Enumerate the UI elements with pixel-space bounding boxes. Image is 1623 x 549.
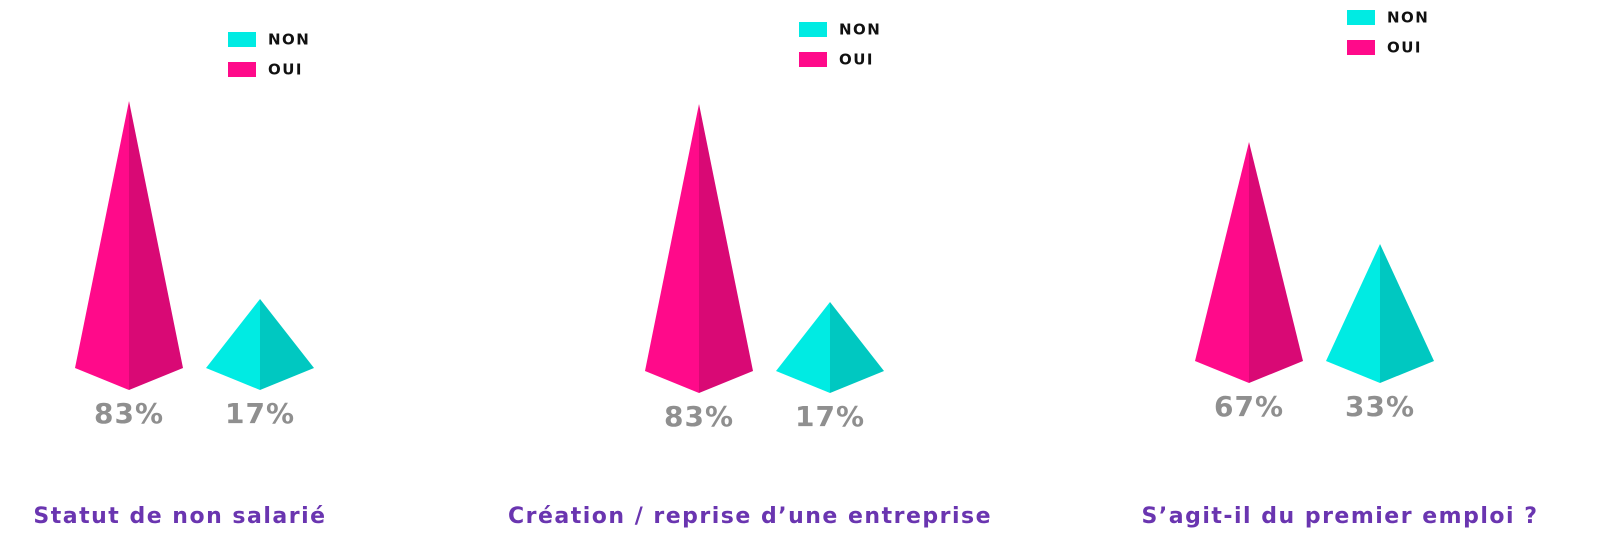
pyramid-left-face	[776, 302, 830, 393]
legend-label: OUI	[839, 51, 874, 69]
legend-swatch	[1347, 10, 1375, 25]
value-label: 83%	[664, 400, 734, 433]
chart-title: S’agit-il du premier emploi ?	[1142, 504, 1539, 529]
value-label: 17%	[225, 397, 295, 430]
value-label: 33%	[1345, 390, 1415, 423]
pyramid-right-face	[1249, 142, 1303, 383]
legend-swatch	[799, 52, 827, 67]
pyramid-left-face	[645, 104, 699, 393]
legend-swatch	[1347, 40, 1375, 55]
legend-label: OUI	[268, 61, 303, 79]
legend-label: OUI	[1387, 39, 1422, 57]
pyramid	[206, 299, 314, 390]
pyramid-left-face	[75, 101, 129, 390]
legend-label: NON	[268, 31, 310, 49]
legend-swatch	[799, 22, 827, 37]
legend-swatch	[228, 62, 256, 77]
pyramid	[1326, 244, 1434, 383]
pyramid	[1195, 142, 1303, 383]
pyramid-right-face	[260, 299, 314, 390]
chart-title: Création / reprise d’une entreprise	[508, 504, 992, 529]
value-label: 17%	[795, 400, 865, 433]
legend-label: NON	[839, 21, 881, 39]
pyramid	[75, 101, 183, 390]
pyramid-left-face	[1195, 142, 1249, 383]
pyramid-left-face	[1326, 244, 1380, 383]
pyramid-right-face	[699, 104, 753, 393]
legend-label: NON	[1387, 9, 1429, 27]
pyramid	[776, 302, 884, 393]
legend-swatch	[228, 32, 256, 47]
pyramid-right-face	[1380, 244, 1434, 383]
value-label: 67%	[1214, 390, 1284, 423]
value-label: 83%	[94, 397, 164, 430]
pyramid	[645, 104, 753, 393]
pyramid-right-face	[129, 101, 183, 390]
pyramid-right-face	[830, 302, 884, 393]
chart-title: Statut de non salarié	[33, 504, 326, 529]
pyramid-left-face	[206, 299, 260, 390]
